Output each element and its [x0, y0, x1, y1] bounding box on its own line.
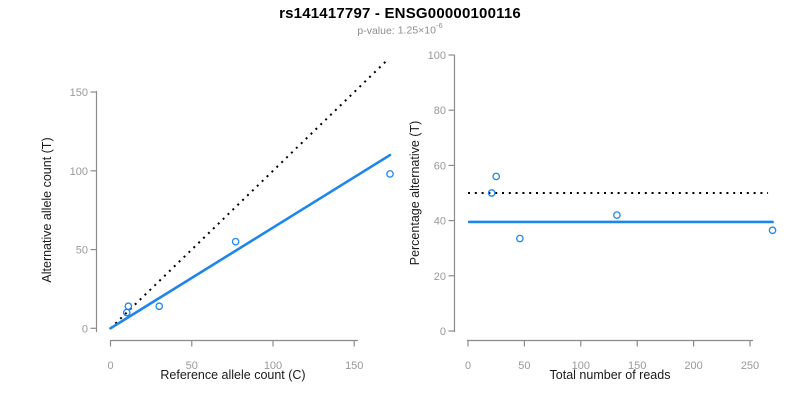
allele-counts-y-axis-label: Alternative allele count (T) [40, 137, 54, 282]
percentage-alternative-x-tick-label: 250 [741, 360, 759, 372]
allele-counts-y-tick-label: 0 [82, 323, 88, 335]
allele-counts-x-axis-label: Reference allele count (C) [160, 368, 305, 382]
allele-counts-data-point [386, 170, 394, 178]
percentage-alternative-x-tick-label: 150 [628, 360, 646, 372]
allele-counts-data-point [231, 237, 240, 246]
percentage-alternative-data-point [613, 211, 621, 219]
percentage-alternative-y-tick-label: 0 [440, 326, 446, 338]
percentage-alternative-x-tick-label: 100 [572, 360, 590, 372]
percentage-alternative-x-tick-label: 0 [465, 360, 471, 372]
allele-counts-data-point [155, 302, 164, 311]
allele-counts-data-point [124, 302, 133, 311]
percentage-alternative-y-tick-label: 100 [428, 50, 446, 62]
allele-counts-x-tick-label: 100 [264, 360, 282, 372]
allele-counts-y-tick-label: 100 [70, 166, 88, 178]
allele-counts-y-tick-label: 150 [70, 87, 88, 99]
percentage-alternative-data-point [516, 234, 524, 243]
percentage-alternative-x-tick-label: 50 [518, 360, 530, 372]
allele-counts-identity-line [109, 59, 388, 330]
allele-counts-fit-line [109, 153, 392, 330]
allele-counts-x-tick-label: 50 [186, 360, 198, 372]
plot-title: rs141417797 - ENSG00000100116 [279, 5, 521, 22]
plot-subtitle: p-value: 1.25×10-6 [0, 21, 800, 37]
percentage-alternative-y-tick-label: 40 [434, 216, 446, 228]
pvalue-base: 1.25×10 [397, 24, 436, 37]
percentage-alternative-y-tick-label: 60 [434, 160, 446, 172]
allele-counts-x-tick-label: 150 [345, 360, 363, 372]
percentage-alternative-data-point [492, 172, 501, 181]
allele-counts-x-tick-label: 0 [107, 360, 113, 372]
pvalue-label: p-value: [357, 24, 395, 37]
pvalue-exponent: -6 [435, 21, 443, 30]
percentage-alternative-y-tick-label: 20 [434, 271, 446, 283]
percentage-alternative-data-point [768, 226, 777, 235]
allele-counts-y-tick-label: 50 [76, 245, 88, 257]
percentage-alternative-y-axis-label: Percentage alternative (T) [408, 121, 422, 266]
percentage-alternative-x-tick-label: 200 [684, 360, 702, 372]
percentage-alternative-x-axis-label: Total number of reads [550, 368, 671, 382]
percentage-alternative-y-tick-label: 80 [434, 105, 446, 117]
percentage-alternative-data-point [487, 189, 496, 197]
